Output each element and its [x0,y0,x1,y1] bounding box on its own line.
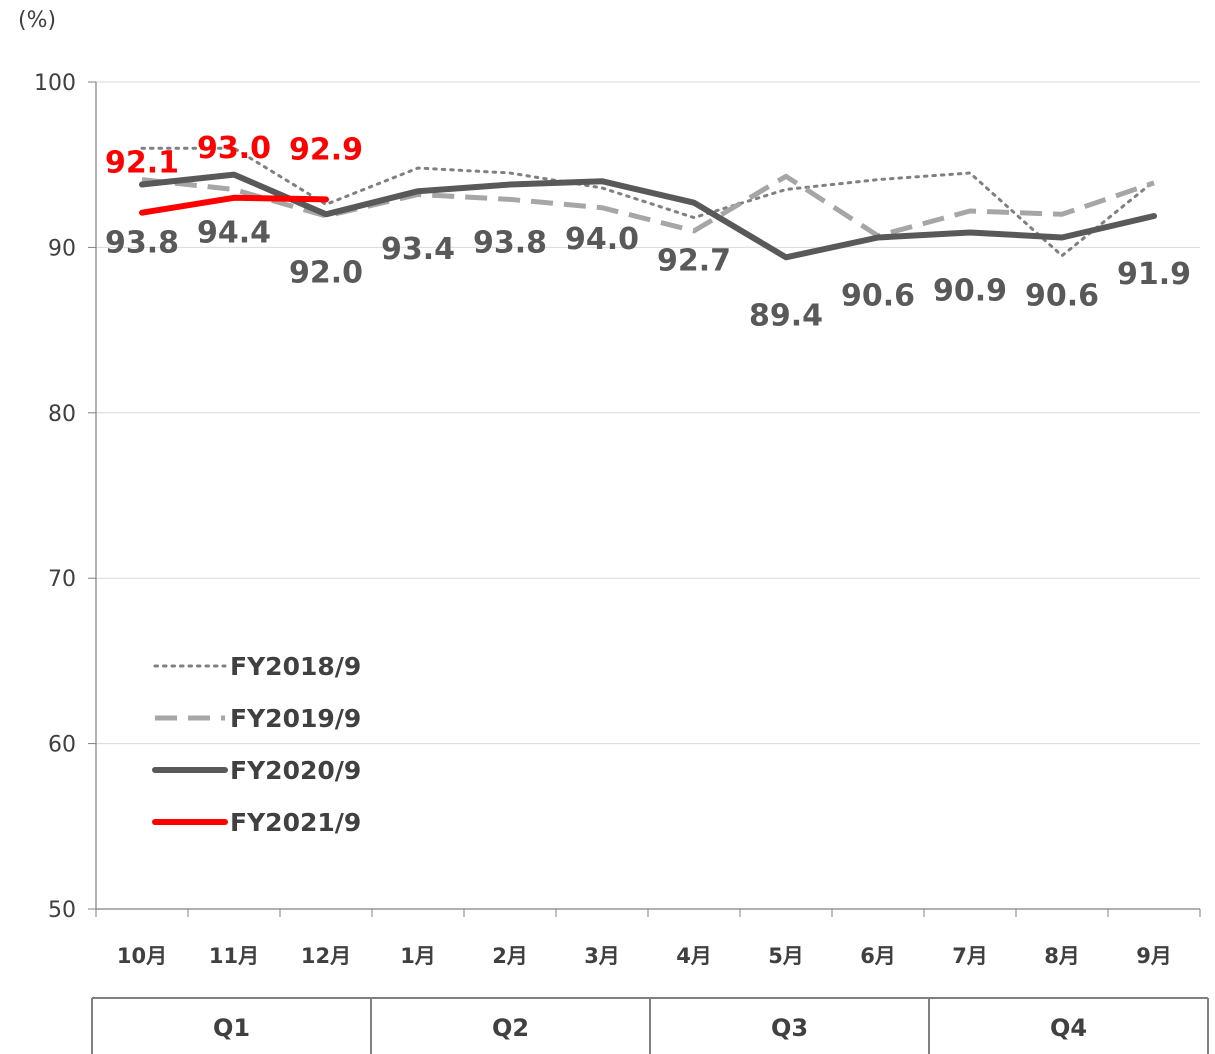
data-label-fy2021-0: 92.1 [105,146,179,181]
x-tick-label-4: 2月 [492,944,528,968]
data-label-fy2020-8: 90.6 [841,278,915,313]
x-tick-label-0: 10月 [117,944,167,968]
quarter-label-Q4: Q4 [1050,1014,1087,1042]
series-line-FY2019-9 [141,173,1155,239]
x-tick-label-7: 5月 [768,944,804,968]
data-label-fy2021-1: 93.0 [197,131,271,166]
series-line-FY2018-9 [140,146,1156,258]
data-label-fy2020-1: 94.4 [197,216,271,251]
legend-label-0: FY2018/9 [230,652,361,681]
data-label-fy2020-10: 90.6 [1025,278,1099,313]
grid-lines [96,81,1200,745]
axes: 50 60 70 80 90 100 10月 11月 12月 1月 2月 3月 4月 5月 6月 7月 8月 9月 [34,71,1201,968]
quarter-label-Q2: Q2 [492,1014,529,1042]
quarter-label-Q3: Q3 [771,1014,808,1042]
x-tick-label-2: 12月 [301,944,351,968]
data-label-fy2021-2: 92.9 [289,132,363,167]
quarter-table: Q1 Q2 Q3 Q4 [91,997,1209,1054]
x-tick-label-11: 9月 [1136,944,1172,968]
series-line-FY2021-9 [139,194,329,216]
data-label-fy2020-0: 93.8 [105,226,179,261]
data-label-fy2020-5: 94.0 [565,222,639,257]
data-label-fy2020-6: 92.7 [657,244,731,279]
data-label-fy2020-3: 93.4 [381,232,455,267]
x-tick-label-10: 8月 [1044,944,1080,968]
legend-label-1: FY2019/9 [230,704,361,733]
x-tick-label-6: 4月 [676,944,712,968]
data-labels: 93.8 94.4 92.0 93.4 93.8 94.0 92.7 89.4 90.6 90.9… [105,131,1191,334]
quarter-label-Q1: Q1 [213,1014,250,1042]
y-axis-unit-label: (%) [18,8,57,33]
x-tick-label-1: 11月 [209,944,259,968]
x-tick-label-9: 7月 [952,944,988,968]
legend-label-2: FY2020/9 [230,756,361,785]
data-label-fy2020-4: 93.8 [473,226,547,261]
y-tick-label-70: 70 [48,567,76,592]
x-tick-label-5: 3月 [584,944,620,968]
data-label-fy2020-7: 89.4 [749,298,823,333]
series-line-FY2020-9 [139,171,1157,261]
y-tick-label-60: 60 [48,733,76,758]
x-tick-label-3: 1月 [400,944,436,968]
legend: FY2018/9 FY2019/9 FY2020/9 FY2021/9 [152,652,361,837]
y-tick-label-90: 90 [48,236,76,261]
series-lines [139,146,1157,261]
y-tick-label-50: 50 [48,898,76,923]
x-tick-label-8: 6月 [860,944,896,968]
legend-label-3: FY2021/9 [230,808,361,837]
y-tick-label-100: 100 [34,71,76,96]
data-label-fy2020-11: 91.9 [1117,257,1191,292]
data-label-fy2020-9: 90.9 [933,274,1007,309]
y-tick-label-80: 80 [48,402,76,427]
data-label-fy2020-2: 92.0 [289,255,363,290]
